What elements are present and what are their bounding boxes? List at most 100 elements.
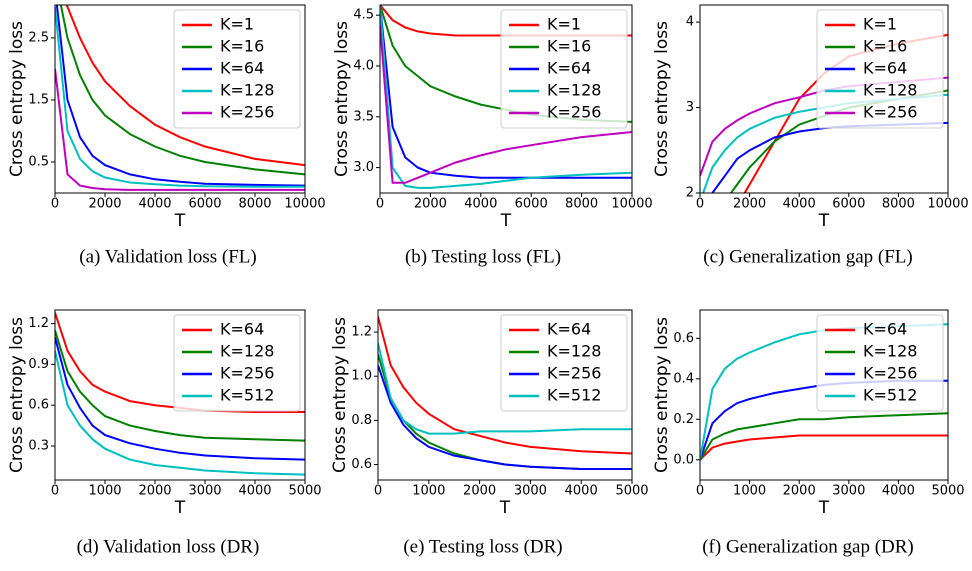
- y-tick-label: 2.5: [28, 30, 49, 45]
- x-tick-label: 5000: [288, 484, 321, 499]
- legend-label: K=512: [220, 386, 274, 405]
- y-axis-label: Cross entropy loss: [7, 21, 27, 177]
- caption: (f) Generalization gap (DR): [702, 536, 914, 557]
- series-line: [378, 316, 632, 455]
- series-line: [55, 336, 305, 461]
- x-tick-label: 0: [696, 484, 704, 499]
- legend-label: K=512: [863, 386, 917, 405]
- series-line: [65, 5, 305, 167]
- legend-label: K=16: [863, 37, 907, 56]
- legend-label: K=256: [220, 364, 274, 383]
- legend-label: K=256: [220, 103, 274, 122]
- plot-frame: [54, 4, 306, 194]
- series-line: [378, 342, 632, 435]
- legend-label: K=128: [220, 342, 274, 361]
- x-tick-label: 5000: [615, 484, 648, 499]
- y-tick-label: 0.2: [673, 412, 694, 427]
- panel: 0 1000 2000 3000 4000 5000 0.0 0.2 0.4 0.6 T Cross …: [652, 309, 965, 557]
- y-tick-label: 0.8: [351, 413, 372, 428]
- series-line: [59, 5, 305, 176]
- series-line: [700, 412, 948, 461]
- x-tick-label: 0: [51, 197, 59, 212]
- x-axis-label: T: [174, 211, 186, 231]
- x-tick-label: 2000: [88, 197, 121, 212]
- legend-label: K=64: [220, 320, 264, 339]
- y-tick-label: 0.9: [28, 357, 49, 372]
- x-tick-label: 4000: [138, 197, 171, 212]
- series-line: [55, 330, 305, 442]
- x-axis-label: T: [499, 498, 511, 518]
- x-tick-label: 5000: [931, 484, 964, 499]
- legend-box: [500, 314, 628, 412]
- x-tick-label: 0: [696, 197, 704, 212]
- y-tick-label: 0.4: [673, 371, 694, 386]
- series-line: [700, 434, 948, 461]
- x-tick-label: 8000: [565, 197, 598, 212]
- series-line: [55, 350, 305, 476]
- y-tick-label: 1.2: [28, 316, 49, 331]
- y-tick-label: 2: [686, 186, 694, 201]
- x-tick-label: 0: [51, 484, 59, 499]
- plot-frame: [377, 309, 633, 481]
- x-tick-label: 0: [374, 484, 382, 499]
- legend-label: K=256: [547, 103, 601, 122]
- x-tick-label: 10000: [927, 197, 968, 212]
- caption: (b) Testing loss (FL): [405, 246, 561, 267]
- y-tick-label: 1.0: [351, 369, 372, 384]
- x-tick-label: 2000: [733, 197, 766, 212]
- x-tick-label: 8000: [882, 197, 915, 212]
- y-tick-label: 0.5: [28, 154, 49, 169]
- legend-label: K=64: [547, 320, 591, 339]
- caption: (a) Validation loss (FL): [79, 246, 257, 267]
- x-tick-label: 4000: [565, 484, 598, 499]
- legend-label: K=128: [863, 342, 917, 361]
- x-tick-label: 2000: [414, 197, 447, 212]
- x-tick-label: 4000: [464, 197, 497, 212]
- legend-label: K=16: [220, 37, 264, 56]
- x-axis-label: T: [500, 211, 512, 231]
- plot-frame: [699, 309, 949, 481]
- panel: 0 1000 2000 3000 4000 5000 0.6 0.8 1.0 1.2 T Cross …: [330, 309, 649, 557]
- legend-label: K=64: [863, 59, 907, 78]
- legend-box: [816, 314, 944, 412]
- x-tick-label: 8000: [238, 197, 271, 212]
- legend-box: [500, 9, 628, 129]
- plot-frame: [699, 4, 949, 194]
- legend-label: K=1: [863, 15, 897, 34]
- y-tick-label: 1.5: [28, 92, 49, 107]
- legend-label: K=128: [547, 342, 601, 361]
- x-axis-label: T: [174, 498, 186, 518]
- legend-label: K=16: [547, 37, 591, 56]
- y-tick-label: 4: [686, 15, 694, 30]
- legend-label: K=512: [547, 386, 601, 405]
- legend-label: K=128: [863, 81, 917, 100]
- y-axis-label: Cross entropy loss: [330, 317, 350, 473]
- x-tick-label: 4000: [783, 197, 816, 212]
- series-line: [55, 5, 305, 187]
- x-tick-label: 1000: [412, 484, 445, 499]
- x-tick-label: 10000: [284, 197, 325, 212]
- legend-label: K=64: [220, 59, 264, 78]
- legend-box: [816, 9, 944, 129]
- y-tick-label: 3: [686, 100, 694, 115]
- x-axis-label: T: [818, 498, 830, 518]
- x-tick-label: 1000: [88, 484, 121, 499]
- legend-label: K=256: [863, 364, 917, 383]
- plot-frame: [379, 4, 633, 194]
- x-tick-label: 0: [376, 197, 384, 212]
- y-axis-label: Cross entropy loss: [652, 21, 672, 177]
- series-line: [380, 5, 632, 189]
- y-tick-label: 4.0: [353, 58, 374, 73]
- y-tick-label: 1.2: [351, 325, 372, 340]
- x-tick-label: 10000: [611, 197, 652, 212]
- caption: (e) Testing loss (DR): [403, 536, 562, 557]
- y-tick-label: 0.6: [351, 457, 372, 472]
- caption: (d) Validation loss (DR): [77, 536, 260, 557]
- x-axis-label: T: [818, 211, 830, 231]
- legend-label: K=128: [547, 81, 601, 100]
- x-tick-label: 3000: [832, 484, 865, 499]
- series-line: [380, 5, 632, 179]
- plot-frame: [54, 309, 306, 481]
- x-tick-label: 6000: [188, 197, 221, 212]
